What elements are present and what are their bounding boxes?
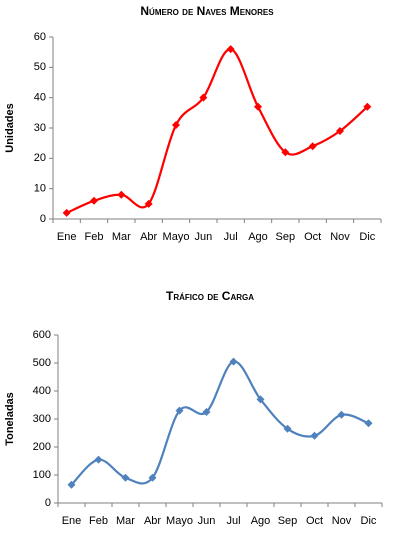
y-tick-label: 40 (34, 92, 46, 104)
y-tick-label: 100 (33, 469, 51, 481)
x-tick-label: Sep (276, 231, 296, 243)
x-tick-label: Abr (140, 231, 157, 243)
y-tick-label: 60 (34, 31, 46, 43)
x-tick-label: Ago (248, 231, 268, 243)
data-marker (67, 480, 76, 489)
y-tick-label: 400 (33, 385, 51, 397)
x-tick-label: Nov (330, 231, 350, 243)
x-tick-label: Sep (278, 515, 298, 527)
data-marker (281, 148, 290, 157)
data-marker (121, 473, 130, 482)
x-tick-label: Jul (226, 515, 240, 527)
data-marker (226, 45, 235, 54)
x-tick-label: Mar (116, 515, 135, 527)
x-tick-label: Ene (57, 231, 77, 243)
y-axis-label: Toneladas (4, 392, 16, 446)
chart-title: Tráfico de Carga (166, 289, 254, 303)
data-marker (172, 120, 180, 129)
x-tick-label: Ene (62, 515, 82, 527)
y-tick-label: 0 (40, 213, 46, 225)
y-tick-label: 500 (33, 357, 51, 369)
x-tick-label: Nov (332, 515, 352, 527)
x-tick-label: Feb (89, 515, 108, 527)
data-marker (175, 406, 184, 415)
x-tick-label: Mayo (163, 231, 190, 243)
y-tick-label: 200 (33, 441, 51, 453)
data-marker (308, 142, 317, 151)
y-tick-label: 600 (33, 329, 51, 341)
data-line (70, 360, 369, 486)
data-marker (363, 102, 372, 111)
x-tick-label: Dic (361, 515, 377, 527)
data-marker (229, 357, 238, 366)
y-tick-label: 20 (34, 152, 46, 164)
x-tick-label: Mar (112, 231, 131, 243)
data-marker (94, 455, 103, 464)
data-marker (144, 199, 153, 208)
data-marker (117, 190, 126, 199)
x-tick-label: Oct (304, 231, 321, 243)
x-tick-label: Jun (194, 231, 212, 243)
y-tick-label: 10 (34, 183, 46, 195)
x-tick-label: Dic (359, 231, 375, 243)
data-marker (256, 395, 265, 404)
x-tick-label: Oct (306, 515, 323, 527)
chart-title: Número de Naves Menores (140, 4, 274, 18)
data-marker (202, 408, 211, 416)
x-tick-label: Abr (144, 515, 161, 527)
data-marker (310, 431, 319, 440)
x-tick-label: Mayo (166, 515, 193, 527)
y-tick-label: 0 (45, 497, 51, 509)
x-tick-label: Feb (85, 231, 104, 243)
x-tick-label: Ago (251, 515, 271, 527)
y-tick-label: 50 (34, 61, 46, 73)
data-marker (364, 419, 373, 428)
data-marker (148, 473, 157, 482)
y-tick-label: 300 (33, 413, 51, 425)
data-marker (90, 196, 98, 205)
data-marker (336, 127, 344, 136)
data-marker (337, 410, 346, 419)
y-tick-label: 30 (34, 122, 46, 134)
x-tick-label: Jul (224, 231, 238, 243)
data-marker (62, 208, 71, 217)
data-marker (199, 93, 208, 102)
data-line (66, 48, 369, 214)
y-axis-label: Unidades (4, 103, 16, 153)
data-marker (283, 424, 292, 433)
data-marker (254, 102, 262, 111)
x-tick-label: Jun (198, 515, 216, 527)
